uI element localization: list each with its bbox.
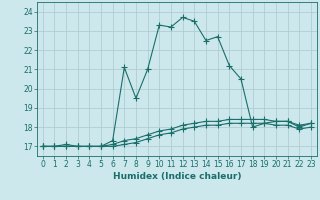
X-axis label: Humidex (Indice chaleur): Humidex (Indice chaleur) <box>113 172 241 181</box>
